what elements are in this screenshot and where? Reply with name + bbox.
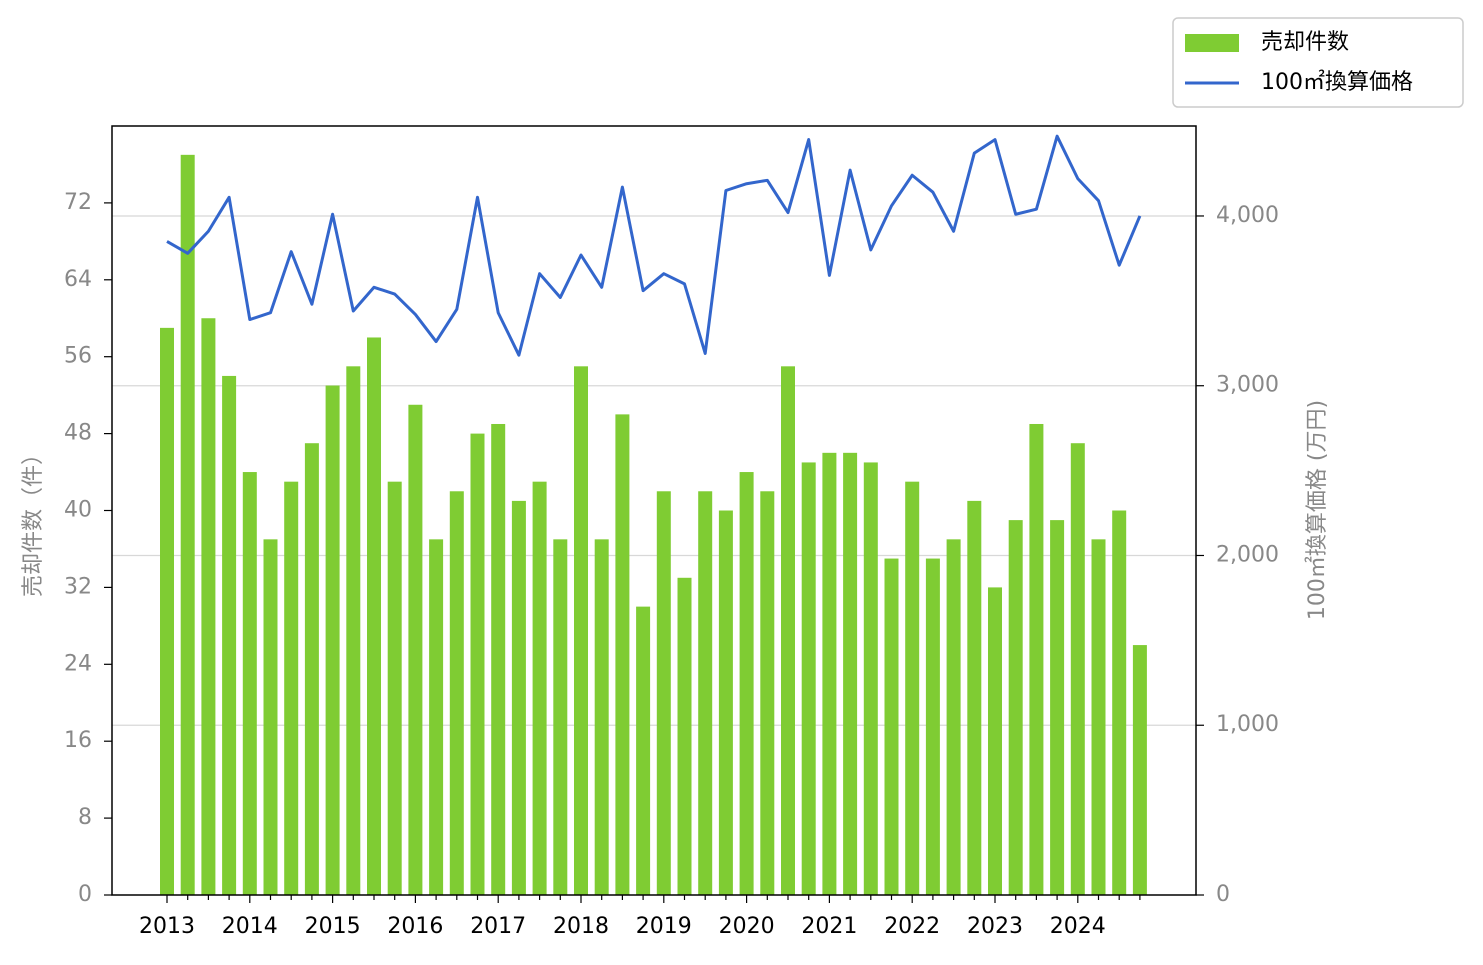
bar xyxy=(967,500,982,895)
x-tick-label: 2013 xyxy=(139,914,195,939)
legend-box xyxy=(1172,17,1464,108)
bar xyxy=(1008,520,1023,895)
bar xyxy=(843,452,858,895)
x-tick-label: 2017 xyxy=(470,914,526,939)
bar xyxy=(781,366,795,895)
bar xyxy=(1112,510,1127,895)
bar xyxy=(677,577,692,895)
x-tick-label: 2020 xyxy=(719,914,775,939)
bar xyxy=(594,539,609,895)
y2-tick-label: 4,000 xyxy=(1216,203,1279,228)
bar xyxy=(925,558,940,895)
x-tick-label: 2021 xyxy=(801,914,857,939)
bar xyxy=(946,539,961,895)
bar xyxy=(429,539,444,895)
x-tick-label: 2018 xyxy=(553,914,609,939)
legend-label: 100㎡換算価格 xyxy=(1261,69,1413,95)
line xyxy=(166,134,1142,357)
bar xyxy=(408,404,423,895)
y-tick-label: 64 xyxy=(64,267,92,292)
bar xyxy=(222,375,237,895)
x-tick-label: 2019 xyxy=(636,914,692,939)
bar xyxy=(1050,520,1065,895)
bar xyxy=(304,443,319,895)
bar xyxy=(739,472,754,895)
y2-tick-label: 0 xyxy=(1216,882,1230,907)
x-tick-label: 2016 xyxy=(387,914,443,939)
x-tick-label: 2015 xyxy=(305,914,361,939)
legend-swatch xyxy=(1185,34,1239,52)
y-tick-label: 72 xyxy=(64,190,92,215)
y-tick-label: 0 xyxy=(78,882,92,907)
bar xyxy=(1070,443,1085,895)
y-tick-label: 8 xyxy=(78,805,92,830)
y-axis-label: 売却件数（件） xyxy=(21,443,46,597)
bar xyxy=(367,337,381,896)
bar xyxy=(615,414,630,895)
y-tick-label: 16 xyxy=(64,728,92,753)
bar xyxy=(1029,423,1044,895)
bar xyxy=(532,481,547,895)
bar xyxy=(718,510,733,895)
y-tick-label: 24 xyxy=(64,651,92,676)
bar xyxy=(884,558,899,895)
y-tick-label: 40 xyxy=(64,498,92,523)
y2-tick-label: 2,000 xyxy=(1216,542,1279,567)
bar xyxy=(387,481,402,895)
bar xyxy=(801,462,816,895)
bar xyxy=(574,366,588,895)
bar xyxy=(1132,645,1147,895)
bar xyxy=(491,423,506,895)
legend-label: 売却件数 xyxy=(1261,30,1349,55)
bar xyxy=(263,539,278,895)
bar xyxy=(1091,539,1106,895)
bar xyxy=(988,587,1002,895)
bar xyxy=(325,385,340,895)
y-tick-label: 56 xyxy=(64,344,92,369)
bar xyxy=(180,154,195,895)
x-tick-label: 2024 xyxy=(1050,914,1106,939)
bar xyxy=(242,472,257,895)
x-tick-label: 2023 xyxy=(967,914,1023,939)
bar xyxy=(284,481,299,895)
bar xyxy=(470,433,485,895)
bar xyxy=(905,481,920,895)
y2-tick-label: 3,000 xyxy=(1216,373,1279,398)
bar xyxy=(511,500,526,895)
bar xyxy=(656,491,671,895)
x-tick-label: 2022 xyxy=(884,914,940,939)
bar xyxy=(698,491,713,895)
bar xyxy=(822,452,837,895)
y2-axis-label: 100㎡換算価格 (万円) xyxy=(1304,400,1330,620)
y-tick-label: 32 xyxy=(64,574,92,599)
bar xyxy=(553,539,568,895)
bar xyxy=(863,462,878,895)
y-tick-label: 48 xyxy=(64,421,92,446)
bar xyxy=(760,491,775,895)
bar xyxy=(346,366,361,895)
plot-frame xyxy=(111,125,1197,896)
y2-tick-label: 1,000 xyxy=(1216,712,1279,737)
x-tick-label: 2014 xyxy=(222,914,278,939)
bar xyxy=(636,606,651,895)
bar xyxy=(449,491,464,895)
bar xyxy=(160,327,174,895)
bar xyxy=(201,318,216,895)
